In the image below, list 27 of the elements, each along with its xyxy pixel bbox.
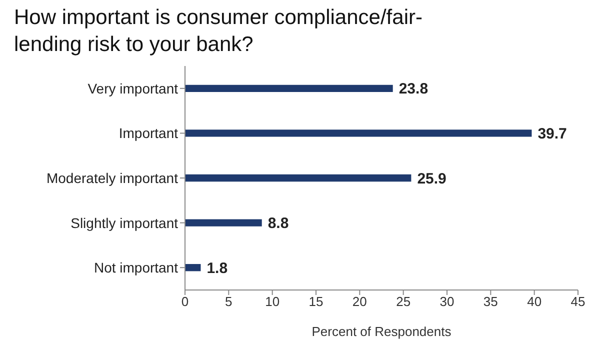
y-tick-label: Not important — [94, 260, 178, 276]
y-tick-label: Slightly important — [70, 214, 178, 231]
x-axis-title: Percent of Respondents — [312, 324, 452, 339]
x-tick-label: 40 — [527, 294, 542, 310]
y-tick-label: Important — [118, 125, 178, 142]
chart-title: How important is consumer compliance/fair-lending risk to your bank? — [13, 5, 424, 58]
x-tick-label: 20 — [352, 294, 367, 310]
x-tick-label: 45 — [570, 294, 586, 310]
bar — [185, 219, 262, 226]
bar — [185, 174, 412, 182]
x-tick-label: 35 — [483, 294, 498, 310]
x-tick-label: 30 — [440, 294, 454, 310]
data-label: 23.8 — [398, 80, 428, 98]
bar — [185, 264, 201, 272]
x-tick-label: 0 — [181, 294, 189, 310]
y-tick-label: Moderately important — [46, 170, 178, 186]
data-label: 8.8 — [268, 215, 289, 232]
x-tick-label: 5 — [225, 294, 232, 310]
bar — [185, 130, 532, 137]
y-tick-label: Very important — [88, 80, 178, 96]
x-tick-label: 10 — [265, 294, 280, 310]
x-tick-label: 15 — [308, 294, 324, 310]
x-tick-label: 25 — [396, 294, 411, 310]
bar — [185, 84, 393, 92]
data-label: 39.7 — [538, 126, 567, 143]
data-label: 1.8 — [206, 260, 228, 277]
data-label: 25.9 — [417, 170, 446, 188]
